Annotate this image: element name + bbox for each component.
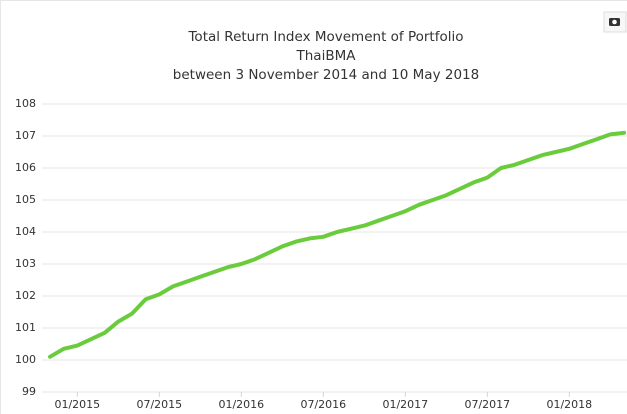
y-tick-label: 101 xyxy=(15,321,36,334)
y-tick-label: 107 xyxy=(15,129,36,142)
y-tick-label: 99 xyxy=(22,385,36,398)
x-tick-label: 07/2017 xyxy=(464,398,510,411)
camera-lens xyxy=(612,19,617,25)
x-tick-label: 07/2016 xyxy=(300,398,346,411)
y-tick-label: 102 xyxy=(15,289,36,302)
x-tick-label: 07/2015 xyxy=(136,398,182,411)
y-tick-label: 103 xyxy=(15,257,36,270)
x-tick-label: 01/2017 xyxy=(382,398,428,411)
chart-period: between 3 November 2014 and 10 May 2018 xyxy=(173,67,479,83)
chart-subtitle: ThaiBMA xyxy=(296,48,357,64)
y-tick-label: 106 xyxy=(15,161,36,174)
chart-title: Total Return Index Movement of Portfolio xyxy=(187,29,463,45)
y-tick-label: 104 xyxy=(15,225,36,238)
line xyxy=(48,130,626,359)
x-tick-label: 01/2018 xyxy=(546,398,592,411)
y-tick-label: 105 xyxy=(15,193,36,206)
x-tick-label: 01/2016 xyxy=(218,398,264,411)
y-tick-label: 108 xyxy=(15,97,36,110)
y-tick-label: 100 xyxy=(15,353,36,366)
export-button[interactable] xyxy=(603,11,627,33)
x-tick-label: 01/2015 xyxy=(54,398,100,411)
